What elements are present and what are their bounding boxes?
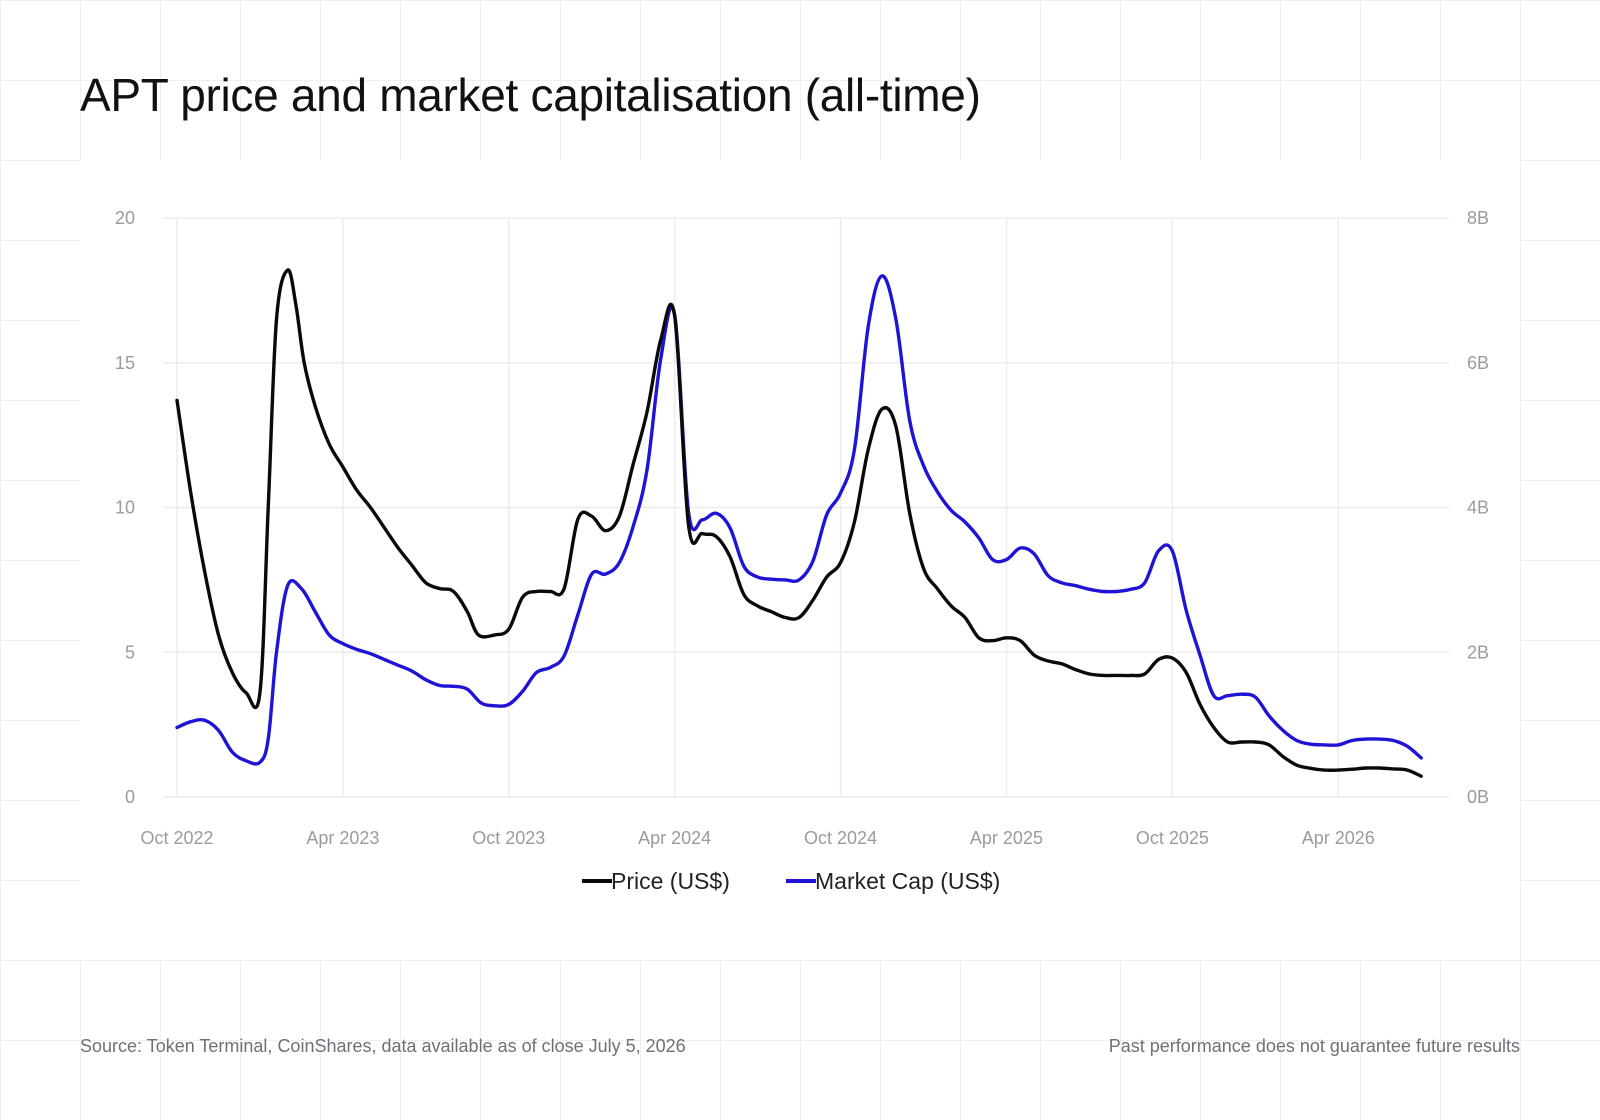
y-left-tick-label: 0 — [125, 787, 135, 807]
x-tick-label: Oct 2025 — [1136, 828, 1209, 848]
y-left-tick-label: 15 — [115, 353, 135, 373]
legend-price-label: Price (US$) — [611, 868, 730, 894]
y-left-tick-label: 5 — [125, 642, 135, 662]
disclaimer-note: Past performance does not guarantee futu… — [1108, 1036, 1520, 1056]
x-tick-label: Apr 2026 — [1302, 828, 1375, 848]
chart-title: APT price and market capitalisation (all… — [80, 69, 981, 121]
grid-layer — [163, 217, 1449, 798]
x-tick-label: Oct 2024 — [804, 828, 877, 848]
x-tick-label: Apr 2024 — [638, 828, 711, 848]
market-cap-series-line — [175, 274, 1423, 766]
chart-panel: 0 0B 5 2B 10 4B 15 6B 20 8B Oct 2022 Apr 2023 Oct 20… — [80, 160, 1520, 960]
y-right-tick-label: 8B — [1467, 208, 1489, 228]
y-left-tick-label: 10 — [115, 498, 135, 518]
price-series-line — [175, 268, 1423, 778]
series-layer — [175, 268, 1423, 778]
source-note: Source: Token Terminal, CoinShares, data… — [80, 1036, 686, 1056]
x-tick-label: Oct 2023 — [472, 828, 545, 848]
y-left-tick-label: 20 — [115, 208, 135, 228]
y-right-tick-label: 0B — [1467, 787, 1489, 807]
axis-layer: 0 0B 5 2B 10 4B 15 6B 20 8B Oct 2022 Apr 2023 Oct 20… — [115, 208, 1489, 848]
y-right-tick-label: 6B — [1467, 353, 1489, 373]
y-right-tick-label: 4B — [1467, 498, 1489, 518]
legend-market-cap-label: Market Cap (US$) — [815, 868, 1000, 894]
x-tick-label: Apr 2025 — [970, 828, 1043, 848]
x-tick-label: Apr 2023 — [306, 828, 379, 848]
x-tick-label: Oct 2022 — [140, 828, 213, 848]
y-right-tick-label: 2B — [1467, 642, 1489, 662]
legend: Price (US$) Market Cap (US$) — [582, 868, 1000, 894]
chart-canvas: 0 0B 5 2B 10 4B 15 6B 20 8B Oct 2022 Apr 2023 Oct 20… — [115, 208, 1489, 894]
